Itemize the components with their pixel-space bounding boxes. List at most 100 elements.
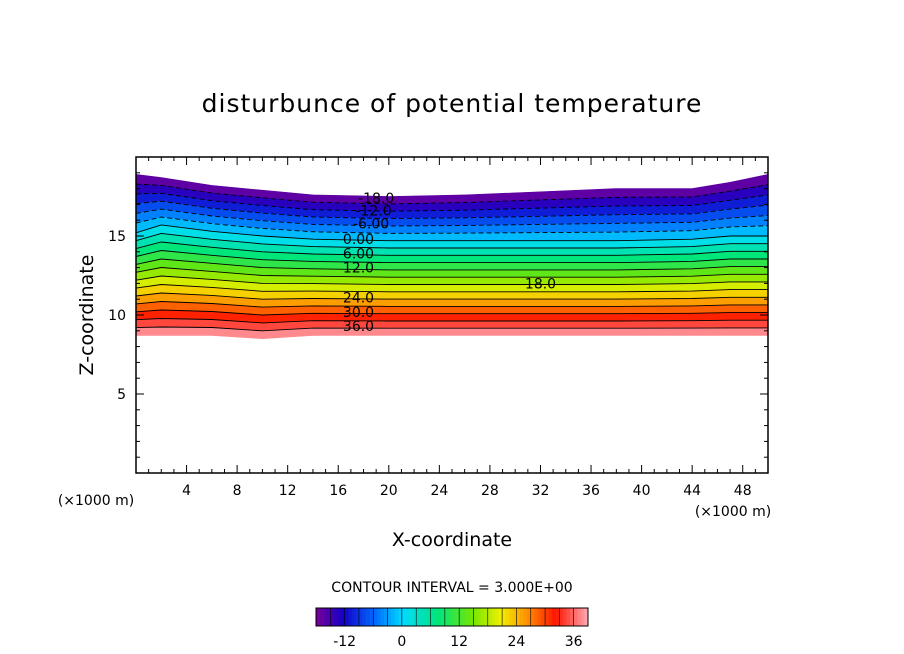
contour-line [135, 258, 768, 271]
colorbar-swatch [358, 608, 363, 626]
y-tick-label: 15 [108, 229, 126, 245]
colorbar-swatch [430, 608, 435, 626]
colorbar-swatch [459, 608, 464, 626]
colorbar-swatch [401, 608, 406, 626]
colorbar-swatch [341, 608, 345, 626]
colorbar-swatch [348, 608, 353, 626]
colorbar-swatch [570, 608, 574, 626]
colorbar-swatch [398, 608, 403, 626]
colorbar-swatch [466, 608, 471, 626]
colorbar-swatch [355, 608, 360, 626]
colorbar-swatch [498, 608, 503, 626]
colorbar-swatch [555, 608, 560, 626]
colorbar-swatch [584, 608, 589, 626]
x-axis-label: X-coordinate [392, 529, 512, 551]
colorbar-swatch [505, 608, 510, 626]
colorbar-swatch [559, 608, 564, 626]
colorbar-swatch [344, 608, 349, 626]
contour-line-negative [135, 216, 769, 234]
colorbar-swatch [434, 608, 438, 626]
colorbar-swatch [520, 608, 524, 626]
x-tick-label: 36 [582, 483, 600, 499]
colorbar-swatch [512, 608, 517, 626]
colorbar-swatch [409, 608, 413, 626]
contour-line [135, 250, 768, 264]
colorbar-swatch [516, 608, 521, 626]
colorbar-swatch [387, 608, 392, 626]
x-tick-label: 20 [380, 483, 398, 499]
x-tick-label: 24 [430, 483, 448, 499]
colorbar-swatch [326, 608, 331, 626]
contour-line [135, 232, 768, 249]
colorbar-swatch [316, 608, 320, 626]
colorbar-tick-label: 36 [565, 634, 583, 650]
colorbar [315, 607, 589, 627]
x-tick-label: 28 [481, 483, 499, 499]
x-unit-left: (×1000 m) [58, 493, 134, 509]
colorbar-swatch [455, 608, 460, 626]
colorbar-swatch [545, 608, 549, 626]
plot-area: -18.0-12.0-6.000.006.0012.018.024.030.03… [108, 156, 769, 499]
colorbar-swatch [552, 608, 557, 626]
contour-line [135, 309, 768, 316]
colorbar-swatch [426, 608, 431, 626]
contour-line [135, 275, 768, 285]
colorbar-swatch [333, 608, 338, 626]
colorbar-swatch [566, 608, 571, 626]
colorbar-swatch [480, 608, 485, 626]
colorbar-swatch [530, 608, 535, 626]
x-tick-label: 12 [279, 483, 297, 499]
colorbar-swatch [534, 608, 539, 626]
colorbar-swatch [573, 608, 578, 626]
colorbar-swatch [462, 608, 467, 626]
x-tick-label: 16 [329, 483, 347, 499]
colorbar-tick-label: 0 [397, 634, 406, 650]
contour-line [135, 241, 768, 256]
colorbar-swatch [391, 608, 396, 626]
x-unit-right: (×1000 m) [695, 504, 771, 520]
colorbar-swatch [491, 608, 496, 626]
contour-line [135, 284, 768, 293]
colorbar-swatch [441, 608, 446, 626]
contour-line-negative [135, 183, 769, 205]
y-tick-label: 5 [117, 387, 126, 403]
colorbar-swatch [337, 608, 342, 626]
colorbar-swatch [412, 608, 417, 626]
contour-interval-text: CONTOUR INTERVAL = 3.000E+00 [331, 580, 572, 596]
colorbar-swatch [362, 608, 367, 626]
colorbar-swatch [580, 608, 585, 626]
contour-line [135, 292, 768, 300]
colorbar-swatch [319, 608, 324, 626]
x-tick-label: 32 [532, 483, 550, 499]
colorbar-swatch [523, 608, 528, 626]
colorbar-swatch [452, 608, 456, 626]
colorbar-swatch [477, 608, 481, 626]
x-tick-label: 4 [182, 483, 191, 499]
colorbar-tick-label: 24 [508, 634, 526, 650]
contour-label: 24.0 [343, 291, 374, 307]
x-tick-label: 44 [683, 483, 701, 499]
x-tick-label: 48 [734, 483, 752, 499]
x-tick-label: 40 [633, 483, 651, 499]
colorbar-swatch [369, 608, 374, 626]
contour-line [135, 267, 768, 278]
contour-line-negative [135, 192, 769, 212]
contour-label: -6.00 [353, 216, 389, 232]
colorbar-swatch [494, 608, 499, 626]
contour-line-negative [135, 208, 769, 227]
contour-line [135, 318, 768, 324]
colorbar-swatch [384, 608, 388, 626]
colorbar-swatch [448, 608, 453, 626]
contour-label: -18.0 [358, 191, 394, 207]
colorbar-swatch [537, 608, 542, 626]
contour-label: 6.00 [343, 246, 374, 262]
colorbar-swatch [376, 608, 381, 626]
colorbar-frame [315, 607, 589, 627]
x-tick-label: 8 [233, 483, 242, 499]
colorbar-swatch [541, 608, 546, 626]
contour-label: 12.0 [343, 261, 374, 277]
contour-lines [135, 183, 769, 332]
contour-label: 36.0 [343, 319, 374, 335]
contour-label: 30.0 [343, 305, 374, 321]
